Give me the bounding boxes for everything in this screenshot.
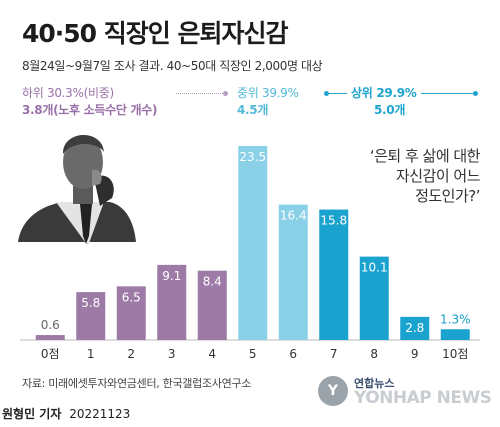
x-tick-label-3: 3 — [168, 347, 176, 361]
x-tick-label-8: 8 — [370, 347, 378, 361]
x-tick-label-6: 6 — [289, 347, 297, 361]
group-mid-label: 중위 39.9% 4.5개 — [237, 85, 299, 119]
value-label-8: 10.1 — [361, 261, 388, 275]
bar-5 — [238, 146, 268, 340]
bar-6 — [278, 204, 308, 340]
x-tick-label-9: 9 — [411, 347, 419, 361]
value-label-2: 6.5 — [122, 290, 141, 304]
bar-9 — [400, 316, 430, 340]
chart-title: 40·50 직장인 은퇴자신감 — [22, 19, 288, 48]
group-low-bracket — [176, 91, 228, 96]
value-label-1: 5.8 — [81, 296, 100, 310]
x-tick-label-7: 7 — [330, 347, 338, 361]
value-label-5: 23.5 — [239, 150, 266, 164]
value-label-4: 8.4 — [203, 275, 222, 289]
group-low-avg: 3.8개(노후 소득수단 개수) — [22, 103, 158, 117]
yonhap-logo-icon: Y — [318, 376, 348, 406]
chart-subtitle: 8월24일~9월7일 조사 결과. 40~50대 직장인 2,000명 대상 — [22, 59, 323, 73]
value-label-6: 16.4 — [280, 209, 307, 223]
x-tick-label-5: 5 — [249, 347, 257, 361]
question-line-3: 정도인가?’ — [415, 187, 480, 205]
group-high-label: 상위 29.9% 5.0개 — [347, 85, 421, 119]
group-high-share: 상위 29.9% — [347, 85, 421, 102]
yonhap-watermark: Y 연합뉴스 YONHAP NEWS — [318, 376, 492, 408]
watermark-en: YONHAP NEWS — [354, 388, 492, 408]
bar-1 — [76, 292, 106, 340]
question-line-1: ‘은퇴 후 삶에 대한 — [369, 147, 481, 165]
group-low-share: 하위 30.3%(비중) — [22, 86, 114, 100]
x-tick-label-4: 4 — [208, 347, 216, 361]
bar-4 — [197, 270, 227, 340]
bar-7 — [319, 209, 349, 340]
reporter-line: 원형민 기자 20221123 — [2, 405, 130, 422]
businessman-illustration — [18, 134, 136, 246]
group-mid-share: 중위 39.9% — [237, 86, 299, 100]
watermark-kr: 연합뉴스 — [354, 377, 395, 390]
value-label-9: 2.8 — [405, 321, 424, 335]
publish-date: 20221123 — [69, 407, 131, 421]
reporter-name: 원형민 기자 — [2, 407, 62, 421]
bars-group: 0.6 0점 5.8 1 6.5 2 9.1 3 8.4 4 23.5 5 16.4 6 15.8 7 10.1… — [35, 146, 471, 361]
value-label-7: 15.8 — [320, 214, 347, 228]
survey-question: ‘은퇴 후 삶에 대한 자신감이 어느 정도인가?’ — [320, 146, 481, 206]
group-mid-avg: 4.5개 — [237, 103, 269, 117]
question-line-2: 자신감이 어느 — [395, 167, 481, 185]
value-label-3: 9.1 — [162, 269, 181, 283]
bar-0 — [35, 335, 65, 340]
value-label-10: 1.3% — [440, 312, 471, 326]
bar-2 — [116, 286, 146, 340]
bar-3 — [157, 264, 187, 340]
group-high-avg: 5.0개 — [374, 103, 406, 117]
bar-10 — [440, 329, 470, 340]
x-tick-label-1: 1 — [87, 347, 95, 361]
value-label-0: 0.6 — [41, 318, 60, 332]
x-tick-label-2: 2 — [127, 347, 135, 361]
x-tick-label-0: 0점 — [41, 347, 60, 361]
group-low-label: 하위 30.3%(비중) 3.8개(노후 소득수단 개수) — [22, 85, 157, 119]
bar-8 — [359, 256, 389, 340]
source-text: 자료: 미래에셋투자와연금센터, 한국갤럽조사연구소 — [22, 377, 252, 390]
x-tick-label-10: 10점 — [442, 347, 468, 361]
